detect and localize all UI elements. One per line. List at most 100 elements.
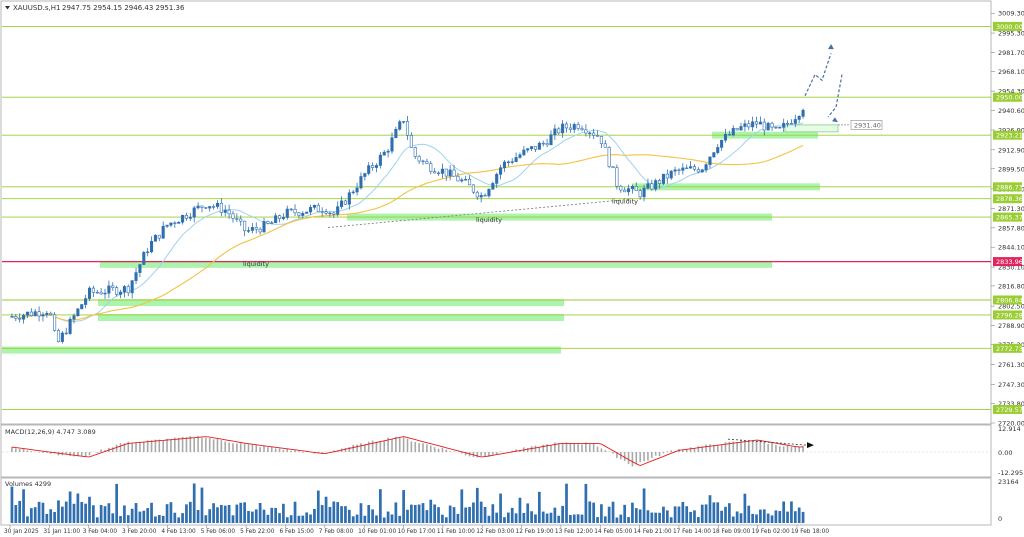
volume-bar — [448, 505, 452, 523]
collapse-arrow-icon[interactable] — [5, 6, 10, 10]
candle-body — [281, 217, 285, 219]
candle-body — [526, 148, 530, 151]
volume-bar — [534, 514, 537, 523]
candle-body — [72, 315, 76, 320]
candle-body — [212, 206, 216, 208]
price-axis-tick-label: 2733.80 — [998, 400, 1024, 408]
volume-bar — [537, 491, 541, 523]
liquidity-zone — [784, 124, 839, 133]
volume-bar — [611, 501, 615, 523]
volume-bar — [126, 515, 130, 523]
candle-body — [619, 185, 623, 191]
candle-body — [797, 116, 801, 120]
liquidity-trendline[interactable] — [327, 198, 631, 228]
volume-bar — [580, 514, 584, 523]
candle-body — [739, 126, 743, 131]
time-axis-tick-label: 10 Feb 01:00 — [358, 529, 396, 535]
volume-bar — [285, 517, 289, 523]
volume-bar — [309, 514, 312, 523]
candle-body — [464, 178, 468, 181]
candle-body — [208, 206, 212, 209]
volume-bar — [138, 511, 142, 523]
volume-bar — [735, 511, 739, 523]
volume-bar — [227, 504, 231, 523]
price-axis-tick-label: 2954.30 — [998, 88, 1024, 96]
candle-body — [731, 128, 735, 136]
candle-body — [126, 286, 130, 294]
volume-bar — [336, 502, 340, 523]
volume-bar — [541, 511, 545, 523]
volume-bar — [169, 502, 173, 523]
candle-body — [45, 312, 49, 315]
price-axis-tick-label: 2830.10 — [998, 264, 1024, 272]
volume-bar — [650, 512, 654, 523]
candle-body — [382, 151, 386, 156]
candle-body — [766, 122, 770, 131]
volume-bar — [522, 512, 526, 523]
volume-bar — [728, 503, 731, 523]
level-price-tag — [993, 257, 1022, 267]
volume-bar — [33, 507, 37, 523]
volume-bar — [185, 504, 188, 523]
volume-bar — [29, 508, 33, 523]
time-axis-tick-label: 19 Feb 18:00 — [791, 529, 829, 535]
price-projection — [804, 44, 843, 123]
candle-body — [665, 173, 669, 179]
volume-bar — [483, 506, 487, 523]
candle-body — [134, 272, 138, 281]
volume-bar — [421, 503, 425, 523]
candle-body — [537, 142, 541, 150]
candle-body — [786, 122, 790, 125]
time-axis-tick-label: 5 Feb 22:00 — [240, 529, 275, 535]
price-axis-tick-label: 2788.90 — [998, 322, 1024, 330]
candle-body — [390, 137, 394, 152]
price-axis-tick-label: 2761.30 — [998, 361, 1024, 369]
volume-bar — [305, 512, 309, 523]
candle-body — [355, 187, 359, 193]
candle-body — [285, 208, 289, 218]
volume-bar — [26, 516, 29, 523]
volume-bar — [518, 497, 522, 523]
candle-body — [708, 156, 712, 165]
volume-bar — [673, 506, 677, 523]
volume-bar — [200, 487, 204, 523]
volume-bar — [658, 512, 661, 523]
candle-body — [491, 183, 495, 190]
price-axis-tick-label: 2899.50 — [998, 165, 1024, 173]
volume-bar — [724, 506, 727, 523]
candle-body — [572, 124, 576, 130]
macd-indicator — [2, 436, 991, 467]
price-tag-box — [850, 120, 883, 130]
volume-bar — [596, 517, 599, 523]
volume-bar — [282, 503, 285, 523]
candle-body — [417, 155, 421, 162]
volume-bar — [18, 500, 22, 523]
candle-body — [685, 167, 689, 170]
volume-bar — [526, 503, 530, 523]
candle-body — [545, 142, 549, 146]
candle-body — [716, 147, 720, 153]
volume-bar — [239, 502, 243, 523]
volume-bar — [293, 501, 297, 523]
ma-slow-line — [11, 144, 804, 321]
liquidity-zone — [2, 346, 561, 354]
candle-body — [181, 214, 185, 223]
volume-bar — [600, 504, 603, 523]
candle-body — [514, 157, 518, 162]
candle-body — [289, 208, 293, 211]
candle-body — [436, 172, 441, 175]
macd-axis-tick-bottom: -12.295 — [998, 469, 1023, 477]
candle-body — [402, 121, 406, 123]
candle-body — [421, 160, 425, 163]
candle-body — [254, 227, 258, 230]
candle-body — [681, 167, 685, 171]
volume-bar — [755, 514, 758, 523]
volume-bar — [774, 510, 778, 523]
candle-body — [479, 194, 483, 198]
volume-bar — [770, 515, 774, 523]
ohlc-values: 2947.75 2954.15 2946.43 2951.36 — [62, 4, 185, 12]
price-axis-tick-label: 2747.30 — [998, 381, 1024, 389]
candle-body — [751, 121, 755, 128]
